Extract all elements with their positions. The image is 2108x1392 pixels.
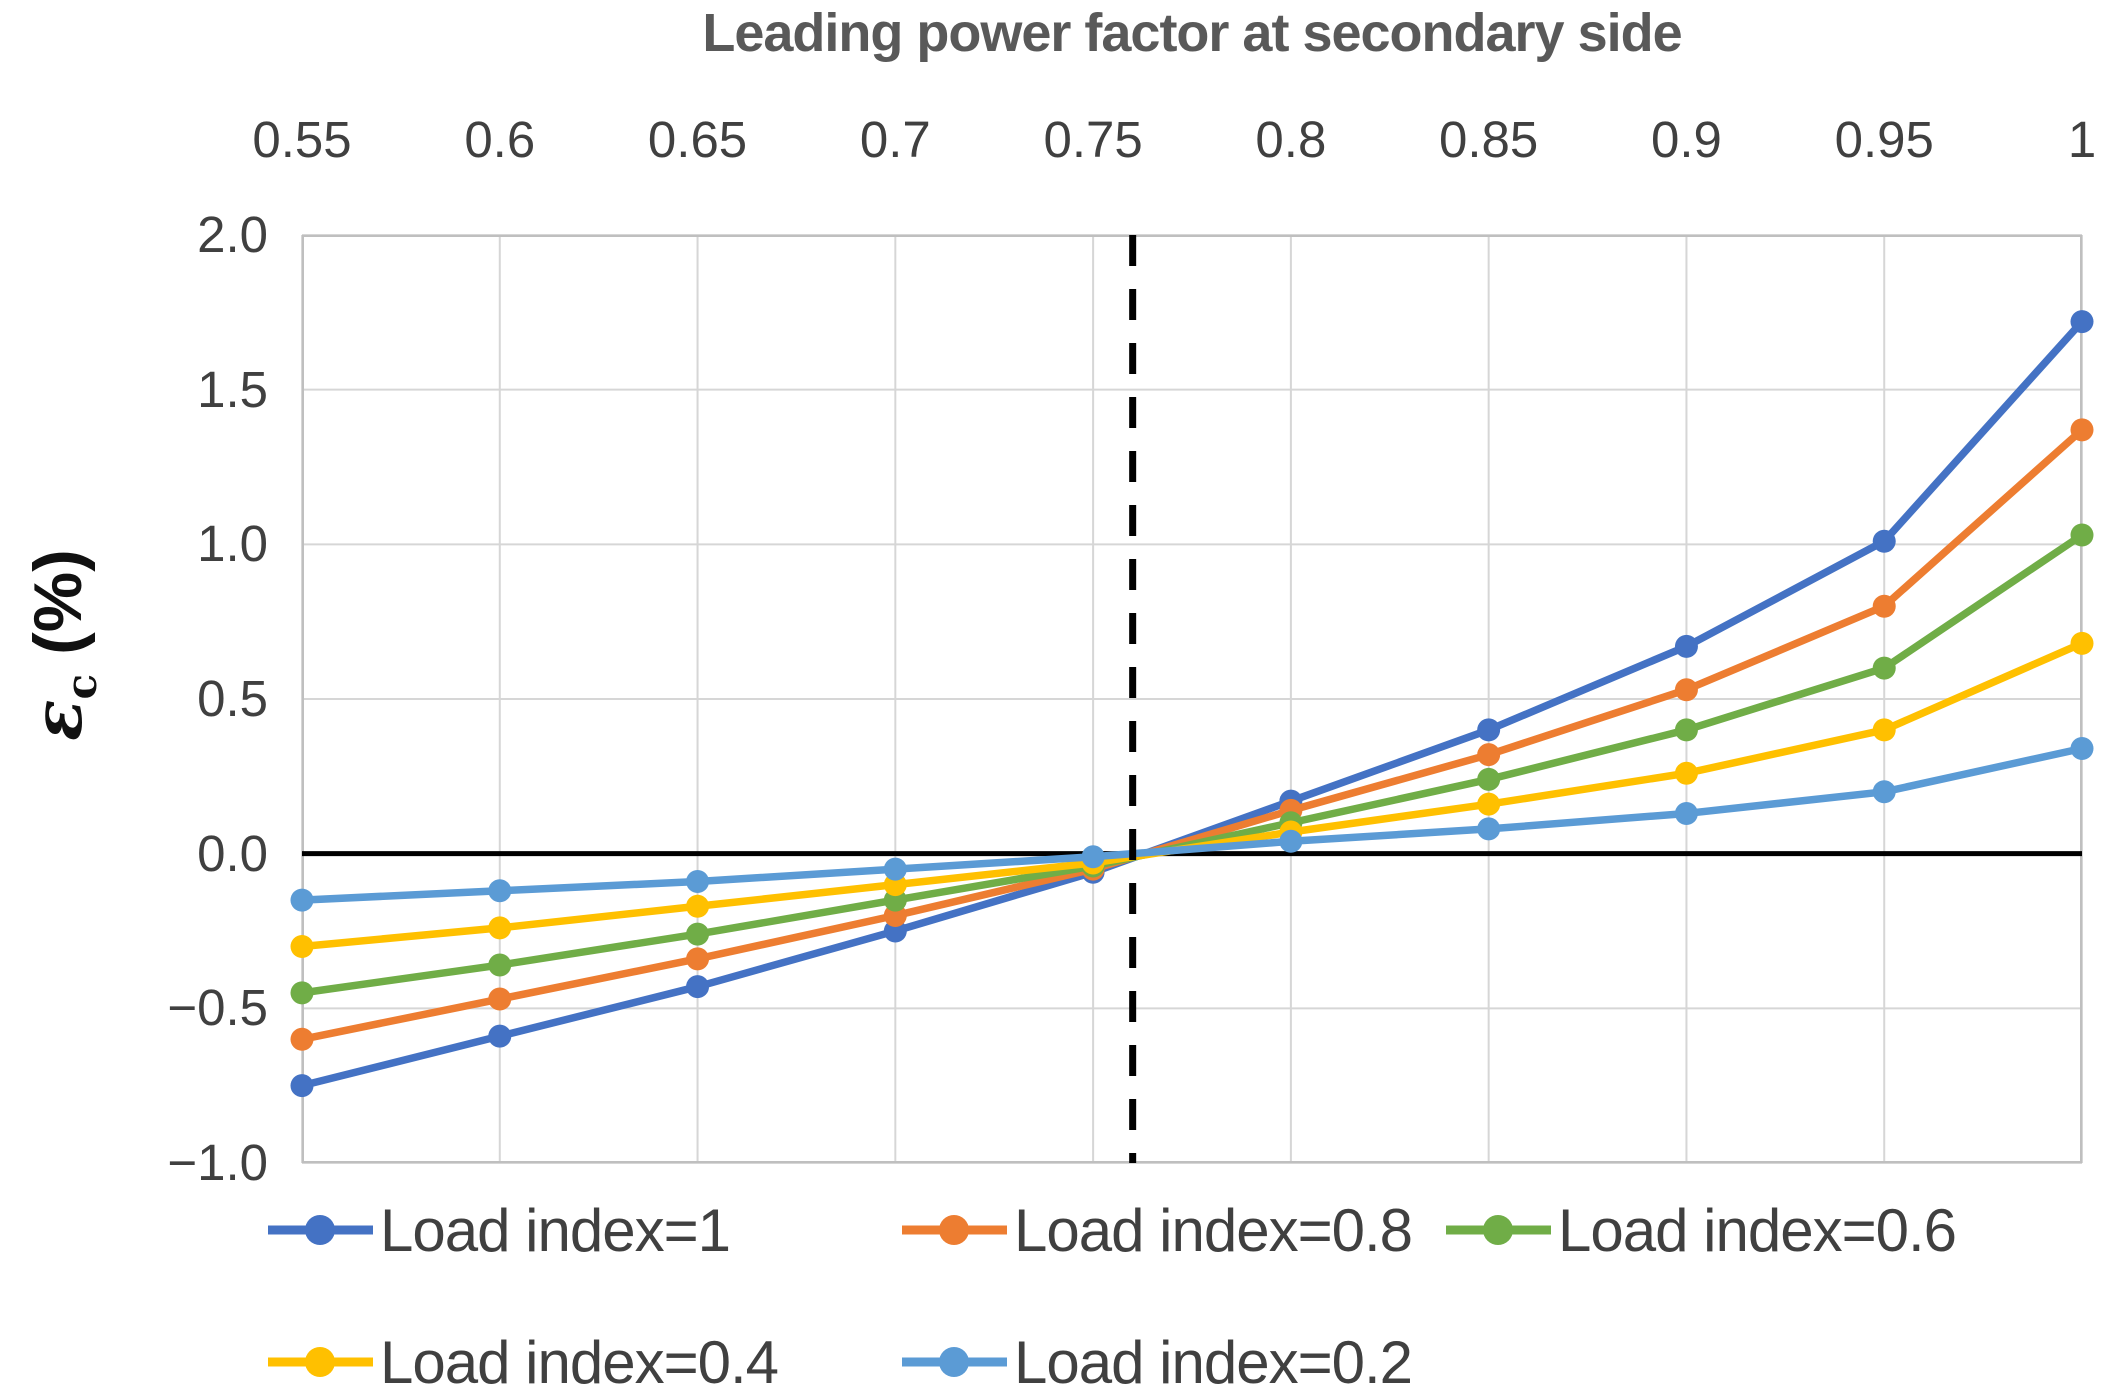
y-tick-label: 1.5: [197, 360, 268, 418]
series-load-index-0.6: [290, 523, 2094, 1005]
x-tick-label: 0.8: [1255, 111, 1327, 168]
x-tick-label: 1: [2067, 111, 2097, 168]
data-point: [488, 916, 512, 940]
data-point: [2070, 736, 2094, 760]
x-axis-title: Leading power factor at secondary side: [702, 3, 1682, 63]
series-line: [298, 317, 2086, 1090]
data-point: [1081, 845, 1105, 869]
legend-label: Load index=0.2: [1014, 1328, 1413, 1392]
data-point: [686, 870, 710, 894]
x-tick-label: 0.6: [464, 111, 536, 168]
data-point: [290, 1074, 314, 1098]
data-point: [1674, 634, 1698, 658]
data-point: [488, 879, 512, 903]
data-point: [2070, 523, 2094, 547]
legend-label: Load index=0.4: [380, 1328, 779, 1392]
series-load-index-0.2: [290, 736, 2094, 912]
y-tick-label: 1.0: [197, 515, 268, 573]
data-point: [1674, 801, 1698, 825]
data-point: [686, 894, 710, 918]
legend-marker-icon: [268, 1215, 373, 1245]
legend-label: Load index=0.6: [1558, 1196, 1957, 1264]
y-tick-label: 2.0: [197, 206, 268, 263]
y-tick-label: 0.0: [197, 824, 268, 882]
series-line: [298, 744, 2086, 904]
data-point: [488, 987, 512, 1011]
x-tick-label: 0.75: [1043, 111, 1143, 168]
plot-border: [302, 235, 2082, 1163]
legend-item: Load index=0.2: [902, 1328, 1413, 1392]
legend-item: Load index=1: [268, 1196, 731, 1264]
y-axis-title: εc (%): [18, 549, 106, 741]
epsilon-subscript: c: [55, 673, 106, 700]
series-line: [298, 426, 2086, 1044]
y-tick-label: 0.5: [197, 670, 268, 727]
data-point: [686, 975, 710, 999]
data-point: [290, 888, 314, 912]
data-point: [1674, 761, 1698, 785]
y-tick-label: −0.5: [167, 979, 268, 1037]
data-point: [1872, 656, 1896, 680]
data-point: [1477, 792, 1501, 816]
legend-item: Load index=0.8: [902, 1196, 1413, 1264]
legend-label: Load index=0.8: [1014, 1196, 1413, 1264]
plot-area: [290, 234, 2094, 1164]
data-point: [1477, 767, 1501, 791]
data-point: [1674, 678, 1698, 702]
data-point: [883, 857, 907, 881]
legend-marker-icon: [902, 1215, 1007, 1245]
legend-marker-icon: [268, 1347, 373, 1377]
data-point: [1674, 718, 1698, 742]
data-point: [1477, 718, 1501, 742]
legend-marker-icon: [1446, 1215, 1551, 1245]
legend-label: Load index=1: [380, 1196, 731, 1264]
data-point: [290, 1027, 314, 1051]
x-tick-label: 0.9: [1650, 111, 1722, 168]
y-axis-unit: (%): [20, 549, 97, 674]
series-line: [298, 531, 2086, 997]
data-point: [488, 1024, 512, 1048]
x-tick-label: 0.55: [252, 111, 352, 168]
data-point: [290, 981, 314, 1005]
data-point: [1872, 718, 1896, 742]
epsilon-symbol: ε: [18, 699, 99, 741]
legend-item: Load index=0.4: [268, 1328, 779, 1392]
x-tick-label: 0.85: [1439, 111, 1539, 168]
data-point: [1872, 780, 1896, 804]
series-load-index-1: [290, 310, 2094, 1098]
data-point: [1872, 594, 1896, 618]
data-point: [1477, 817, 1501, 841]
data-point: [686, 922, 710, 946]
x-tick-label: 0.7: [859, 111, 931, 168]
data-point: [686, 947, 710, 971]
data-point: [1872, 529, 1896, 553]
data-point: [2070, 310, 2094, 334]
data-point: [290, 934, 314, 958]
data-point: [488, 953, 512, 977]
legend-item: Load index=0.6: [1446, 1196, 1957, 1264]
data-point: [2070, 631, 2094, 655]
data-point: [2070, 418, 2094, 442]
legend-marker-icon: [902, 1347, 1007, 1377]
x-tick-label: 0.65: [647, 111, 748, 168]
data-point: [1477, 743, 1501, 767]
y-tick-label: −1.0: [167, 1134, 268, 1191]
x-tick-label: 0.95: [1834, 111, 1934, 168]
data-point: [1279, 829, 1303, 853]
